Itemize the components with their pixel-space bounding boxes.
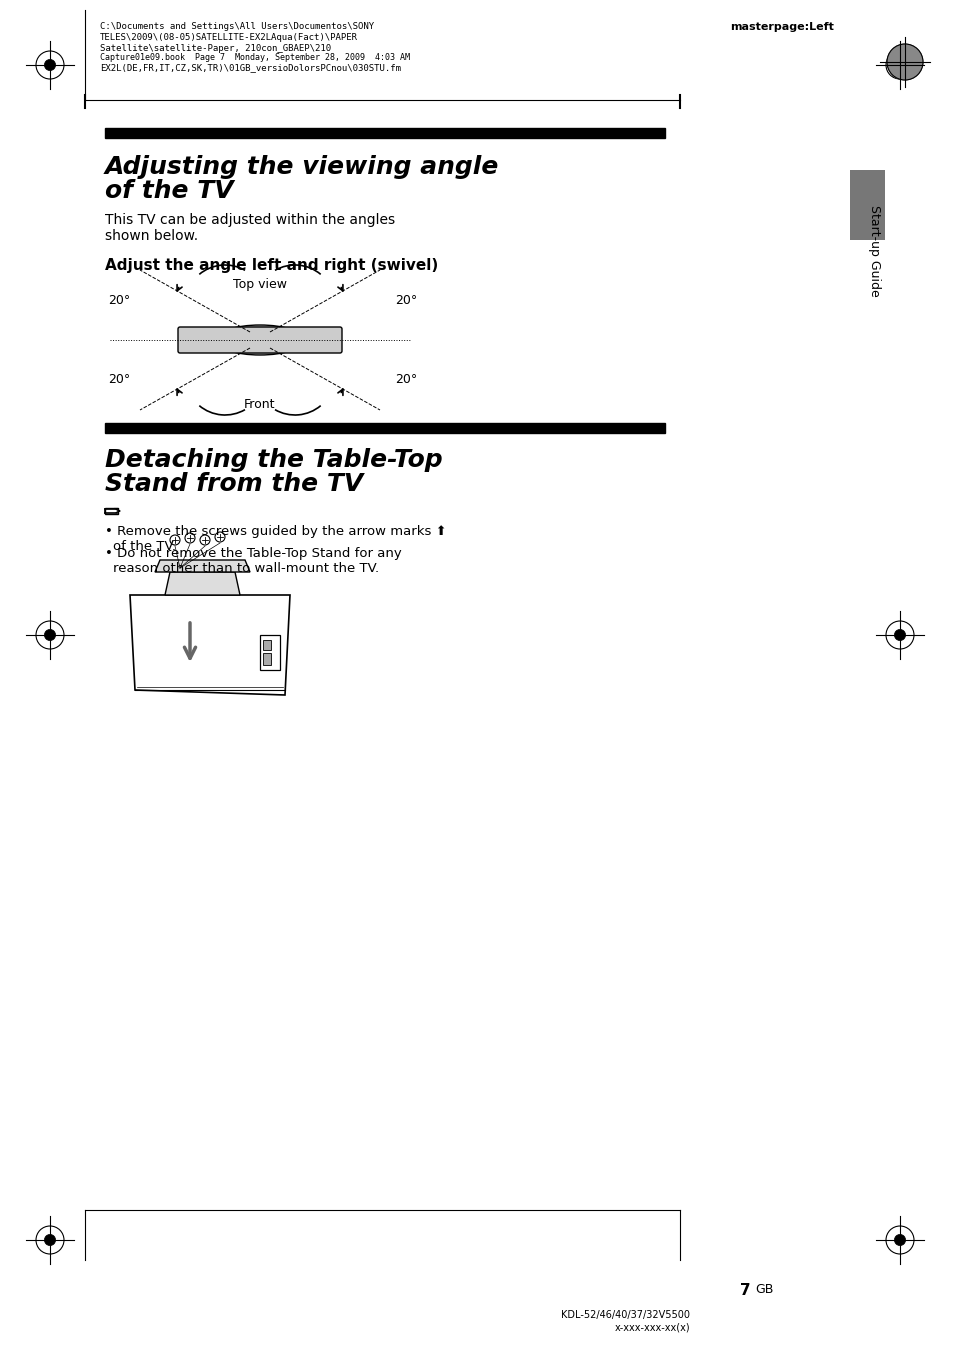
FancyArrowPatch shape <box>116 509 120 513</box>
Bar <box>105 508 118 514</box>
Text: Start-up Guide: Start-up Guide <box>867 205 881 297</box>
Bar <box>105 423 664 433</box>
Circle shape <box>886 45 923 80</box>
Circle shape <box>214 532 225 541</box>
Text: shown below.: shown below. <box>105 230 198 243</box>
Text: Adjusting the viewing angle: Adjusting the viewing angle <box>105 155 498 180</box>
Polygon shape <box>130 595 290 695</box>
Circle shape <box>170 535 180 545</box>
Text: of the TV: of the TV <box>105 180 233 202</box>
Text: 20°: 20° <box>395 374 416 386</box>
Text: Stand from the TV: Stand from the TV <box>105 472 363 495</box>
Bar <box>849 170 884 240</box>
Circle shape <box>45 59 55 70</box>
Bar <box>263 640 271 649</box>
Text: x-xxx-xxx-xx(x): x-xxx-xxx-xx(x) <box>614 1322 689 1332</box>
Text: • Do not remove the Table-Top Stand for any: • Do not remove the Table-Top Stand for … <box>105 547 401 560</box>
Text: Top view: Top view <box>233 278 287 292</box>
Circle shape <box>185 533 194 543</box>
Text: TELES\2009\(08-05)SATELLITE-EX2LAqua(Fact)\PAPER: TELES\2009\(08-05)SATELLITE-EX2LAqua(Fac… <box>100 32 357 42</box>
Text: C:\Documents and Settings\All Users\Documentos\SONY: C:\Documents and Settings\All Users\Docu… <box>100 22 374 31</box>
Text: 20°: 20° <box>395 293 416 306</box>
Circle shape <box>45 629 55 641</box>
Bar <box>105 128 664 138</box>
Text: masterpage:Left: masterpage:Left <box>729 22 833 32</box>
Text: This TV can be adjusted within the angles: This TV can be adjusted within the angle… <box>105 213 395 227</box>
Circle shape <box>200 535 210 545</box>
Text: 20°: 20° <box>108 374 130 386</box>
Text: 20°: 20° <box>108 293 130 306</box>
Polygon shape <box>154 560 250 572</box>
Text: Capture01e09.book  Page 7  Monday, September 28, 2009  4:03 AM: Capture01e09.book Page 7 Monday, Septemb… <box>100 53 410 62</box>
Text: Adjust the angle left and right (swivel): Adjust the angle left and right (swivel) <box>105 258 437 273</box>
FancyBboxPatch shape <box>178 327 341 352</box>
Circle shape <box>894 1234 904 1246</box>
Text: GB: GB <box>754 1282 773 1296</box>
Text: of the TV.: of the TV. <box>112 540 175 553</box>
Bar <box>260 634 280 670</box>
Bar <box>263 653 271 666</box>
Text: reason other than to wall-mount the TV.: reason other than to wall-mount the TV. <box>112 562 378 575</box>
Text: Front: Front <box>244 398 275 410</box>
Text: • Remove the screws guided by the arrow marks ⬆: • Remove the screws guided by the arrow … <box>105 525 446 539</box>
Text: Detaching the Table-Top: Detaching the Table-Top <box>105 448 442 472</box>
Circle shape <box>894 59 904 70</box>
Text: Satellite\satellite-Paper, 210con_GBAEP\210: Satellite\satellite-Paper, 210con_GBAEP\… <box>100 45 331 53</box>
Circle shape <box>45 1234 55 1246</box>
Ellipse shape <box>214 325 305 355</box>
Text: EX2L(DE,FR,IT,CZ,SK,TR)\01GB_versioDolorsPCnou\030STU.fm: EX2L(DE,FR,IT,CZ,SK,TR)\01GB_versioDolor… <box>100 63 400 72</box>
Circle shape <box>894 629 904 641</box>
Polygon shape <box>165 572 240 595</box>
Text: KDL-52/46/40/37/32V5500: KDL-52/46/40/37/32V5500 <box>560 1310 689 1320</box>
Text: 7: 7 <box>740 1282 750 1297</box>
